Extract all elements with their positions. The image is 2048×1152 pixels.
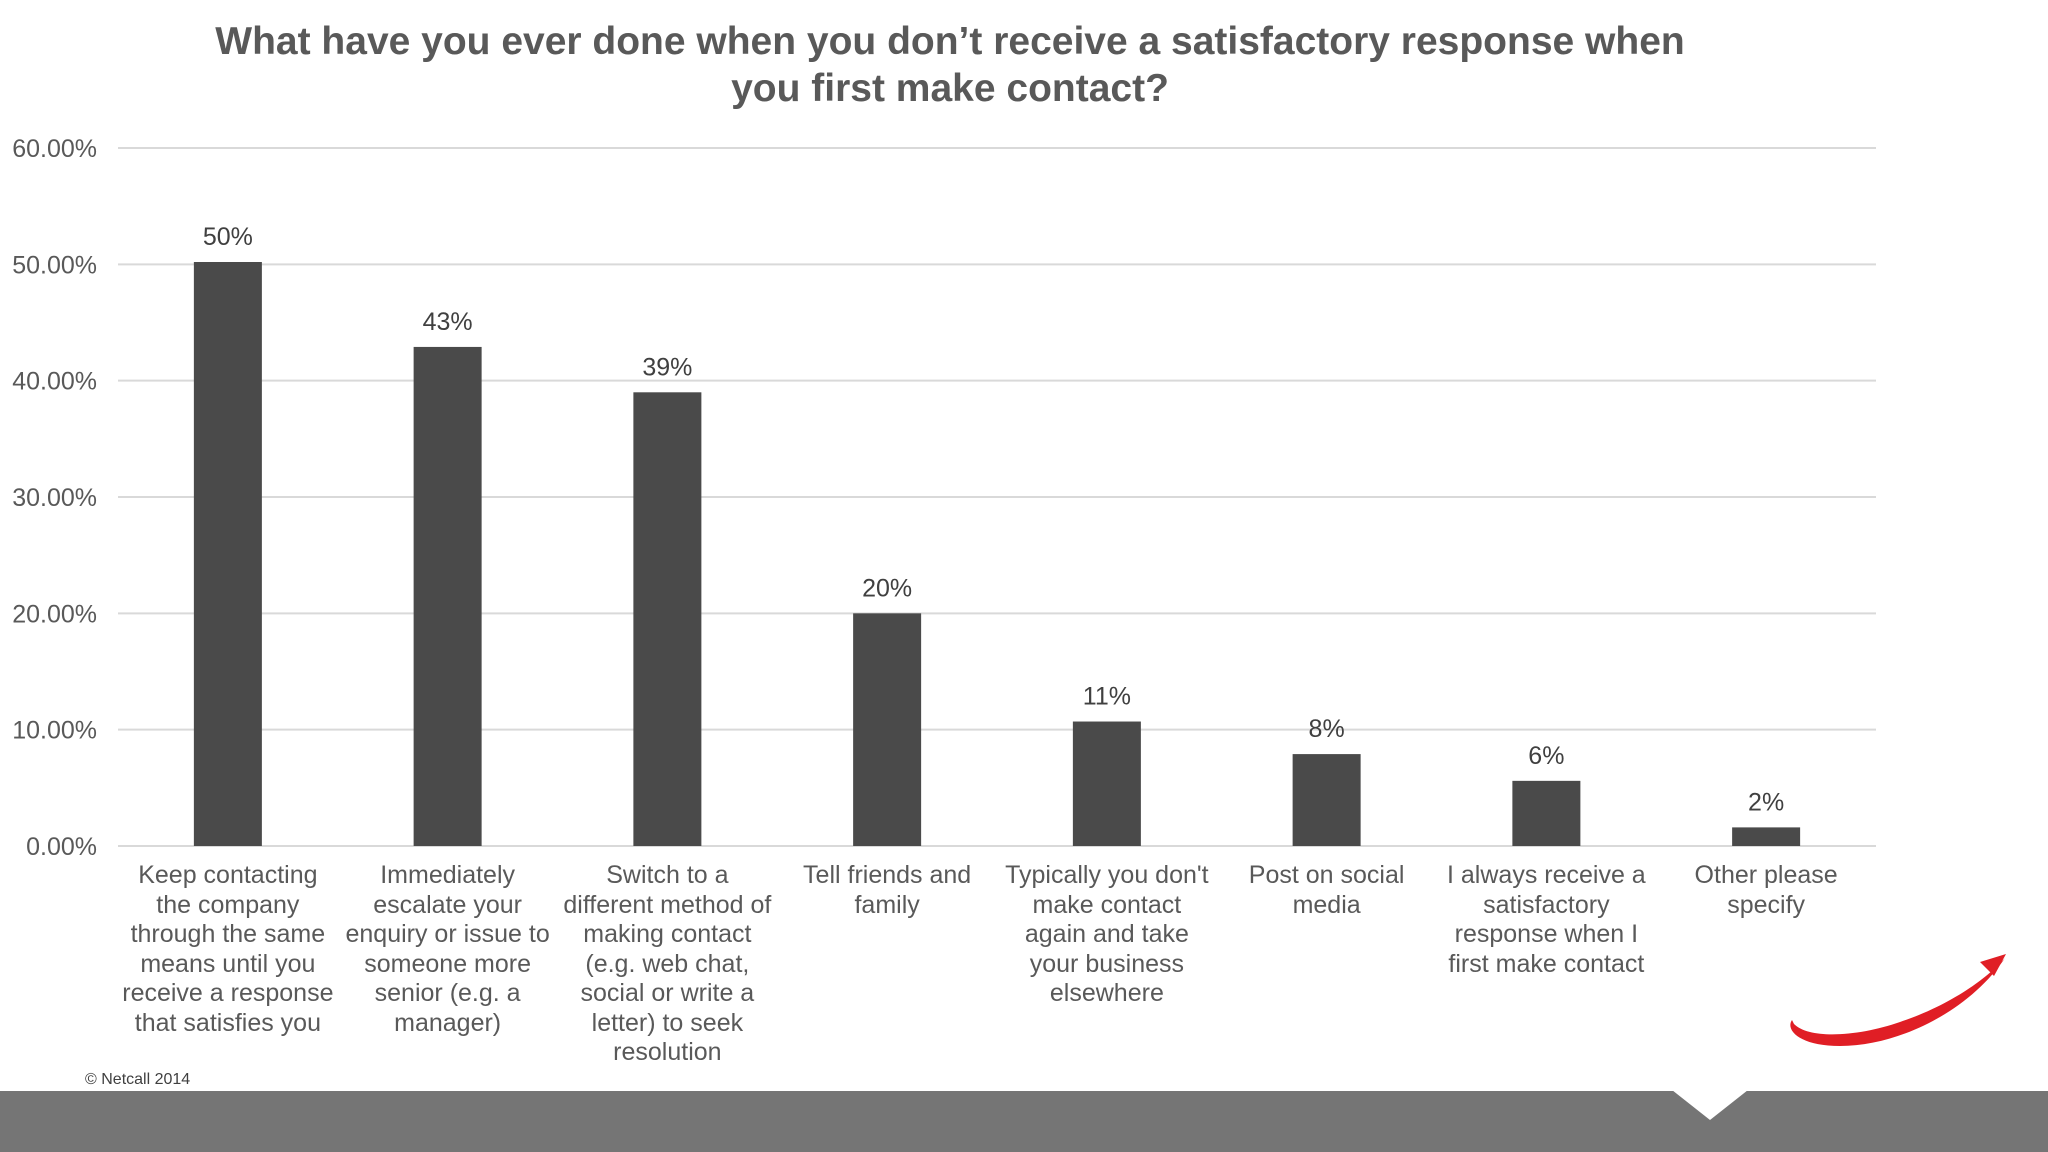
bar xyxy=(1292,754,1361,846)
category-label-line: make contact xyxy=(1032,890,1182,919)
footer-notch xyxy=(1672,1090,1748,1120)
category-label-line: first make contact xyxy=(1448,949,1645,978)
bar xyxy=(193,262,262,846)
category-label-line: Immediately xyxy=(380,861,515,889)
category-label-line: Other please xyxy=(1694,861,1838,889)
chart-title-line: What have you ever done when you don’t r… xyxy=(215,20,1685,63)
bar xyxy=(413,346,482,846)
category-label: Switch to a different method of making con… xyxy=(559,861,775,1068)
data-label: 50% xyxy=(203,223,253,251)
netcall-swoosh-logo-icon xyxy=(1790,954,2006,1046)
category-label-line: escalate your xyxy=(373,890,522,919)
bar xyxy=(1512,780,1581,846)
category-label-line: elsewhere xyxy=(1049,979,1164,1007)
category-label-line: Post on social xyxy=(1248,861,1405,889)
category-label-line: media xyxy=(1292,890,1361,919)
category-label-line: specify xyxy=(1727,890,1806,919)
category-label: Post on social media xyxy=(1219,861,1435,920)
data-label: 20% xyxy=(862,574,912,602)
category-label-line: means until you xyxy=(140,949,316,978)
y-tick-label: 10.00% xyxy=(12,717,97,745)
y-tick-label: 30.00% xyxy=(12,484,97,512)
category-label-line: senior (e.g. a xyxy=(374,979,521,1007)
y-tick-label: 0.00% xyxy=(26,833,97,861)
y-tick-label: 20.00% xyxy=(12,600,97,628)
category-label: Immediately escalate your enquiry or issue… xyxy=(340,861,556,1038)
category-label-line: I always receive a xyxy=(1447,861,1646,889)
category-label-line: social or write a xyxy=(580,979,755,1007)
chart-title: What have you ever done when you don’t r… xyxy=(150,18,1750,112)
category-label-line: Switch to a xyxy=(606,861,729,889)
bar xyxy=(1072,721,1141,846)
data-label: 8% xyxy=(1309,715,1345,743)
category-label-line: receive a response xyxy=(122,979,334,1007)
data-label: 43% xyxy=(423,308,473,336)
category-label-line: different method of xyxy=(563,890,772,919)
category-label-line: through the same xyxy=(130,920,326,948)
data-label: 39% xyxy=(642,353,692,381)
data-label: 11% xyxy=(1083,683,1131,711)
category-label-line: the company xyxy=(156,890,300,919)
y-tick-label: 50.00% xyxy=(12,251,97,279)
category-label-line: Keep contacting xyxy=(138,861,318,889)
category-label-line: making contact xyxy=(583,920,752,948)
category-label: Tell friends and family xyxy=(779,861,995,920)
category-label-line: enquiry or issue to xyxy=(345,920,550,948)
bar xyxy=(853,613,922,846)
category-label: Other please specify xyxy=(1658,861,1874,920)
data-label: 2% xyxy=(1748,788,1784,816)
category-label-line: manager) xyxy=(394,1008,502,1037)
y-tick-label: 40.00% xyxy=(12,368,97,396)
category-label-line: letter) to seek xyxy=(591,1008,744,1037)
category-label-line: resolution xyxy=(613,1038,722,1066)
category-label-line: response when I xyxy=(1454,920,1639,948)
y-tick-label: 60.00% xyxy=(12,135,97,163)
category-label-line: family xyxy=(854,890,920,919)
bar xyxy=(633,392,702,846)
category-label: I always receive a satisfactory response w… xyxy=(1438,861,1654,979)
chart-title-line: you first make contact? xyxy=(731,67,1169,110)
copyright-text: © Netcall 2014 xyxy=(85,1071,191,1088)
category-label-line: your business xyxy=(1029,949,1184,978)
category-label: Keep contacting the company through the sa… xyxy=(120,861,336,1038)
category-label: Typically you don't make contact again and… xyxy=(999,861,1215,1009)
category-label-line: (e.g. web chat, xyxy=(585,949,750,978)
category-label-line: Typically you don't xyxy=(1005,861,1209,889)
category-label-line: satisfactory xyxy=(1483,890,1610,919)
category-label-line: again and take xyxy=(1024,920,1189,948)
data-label: 6% xyxy=(1528,742,1564,770)
category-label-line: that satisfies you xyxy=(134,1008,321,1037)
category-label-line: someone more xyxy=(364,949,531,978)
bar xyxy=(1732,827,1801,846)
category-label-line: Tell friends and xyxy=(803,861,972,889)
